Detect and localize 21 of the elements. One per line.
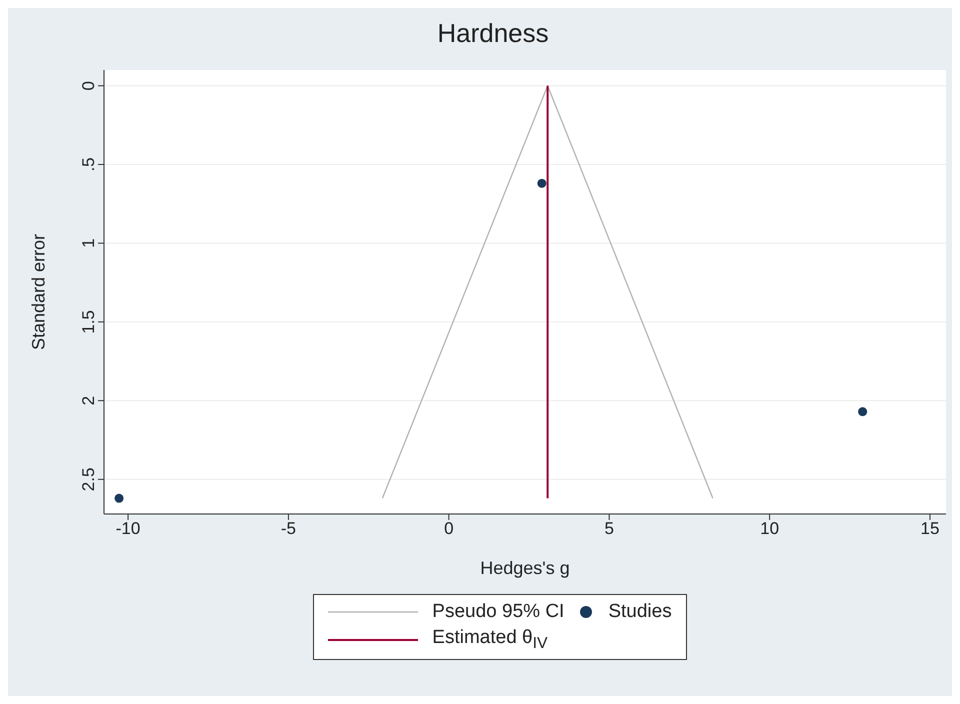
x-tick-label: 0 [444,519,454,538]
legend-label: Estimated θ$_{IV}$ [432,627,549,653]
x-tick-label: -5 [280,519,296,538]
y-axis-title: Standard error [28,234,48,350]
point [858,407,868,416]
x-axis-title: Hedges's g [480,558,570,578]
point [114,494,124,503]
y-tick-label: 2 [79,396,98,406]
x-tick-label: 10 [760,519,780,538]
chart-title: Hardness [436,18,550,49]
point [537,178,546,188]
x-tick-label: 15 [920,519,940,538]
y-tick-label: 0 [79,81,98,90]
x-tick-label: -10 [116,519,140,538]
y-tick-label: .5 [79,157,98,172]
y-tick-label: 1 [79,238,98,248]
y-tick-label: 2.5 [79,468,98,492]
x-tick-label: 5 [604,519,614,538]
legend-label: Studies [608,601,672,623]
y-tick-label: 1.5 [79,310,98,334]
legend-label: Pseudo 95% CI [432,601,564,623]
